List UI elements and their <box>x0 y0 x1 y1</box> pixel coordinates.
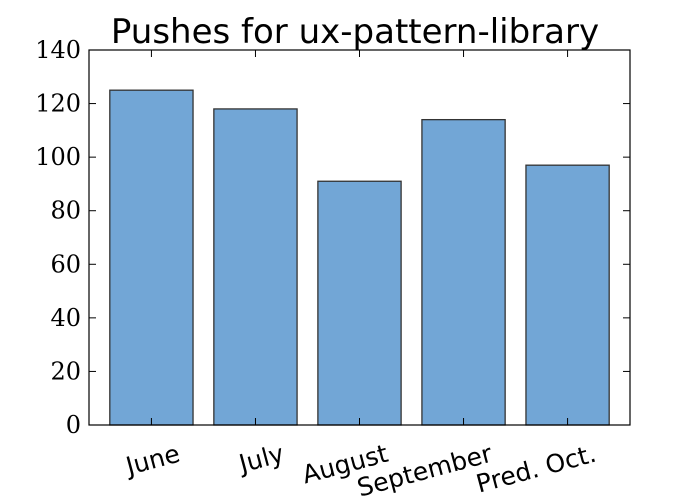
y-axis: 0 20 40 60 80 100 120 140 <box>35 36 630 439</box>
y-tick-label: 0 <box>66 411 81 439</box>
x-tick-label: July <box>234 439 287 479</box>
y-tick-label: 20 <box>50 357 81 385</box>
x-tick-label: June <box>121 439 183 482</box>
y-tick-label: 100 <box>35 143 81 171</box>
y-tick-label: 140 <box>35 36 81 64</box>
bar-august <box>317 180 402 426</box>
bars-group <box>109 89 610 426</box>
x-tick-label: Pred. Oct. <box>473 439 599 499</box>
y-tick-label: 80 <box>50 197 81 225</box>
chart-title: Pushes for ux-pattern-library <box>111 12 599 52</box>
bar-pred-oct <box>525 164 610 426</box>
y-tick-label: 120 <box>35 90 81 118</box>
y-tick-label: 60 <box>50 250 81 278</box>
bar-july <box>213 108 298 426</box>
bar-september <box>421 118 506 426</box>
y-tick-label: 40 <box>50 304 81 332</box>
bar-june <box>109 89 194 426</box>
